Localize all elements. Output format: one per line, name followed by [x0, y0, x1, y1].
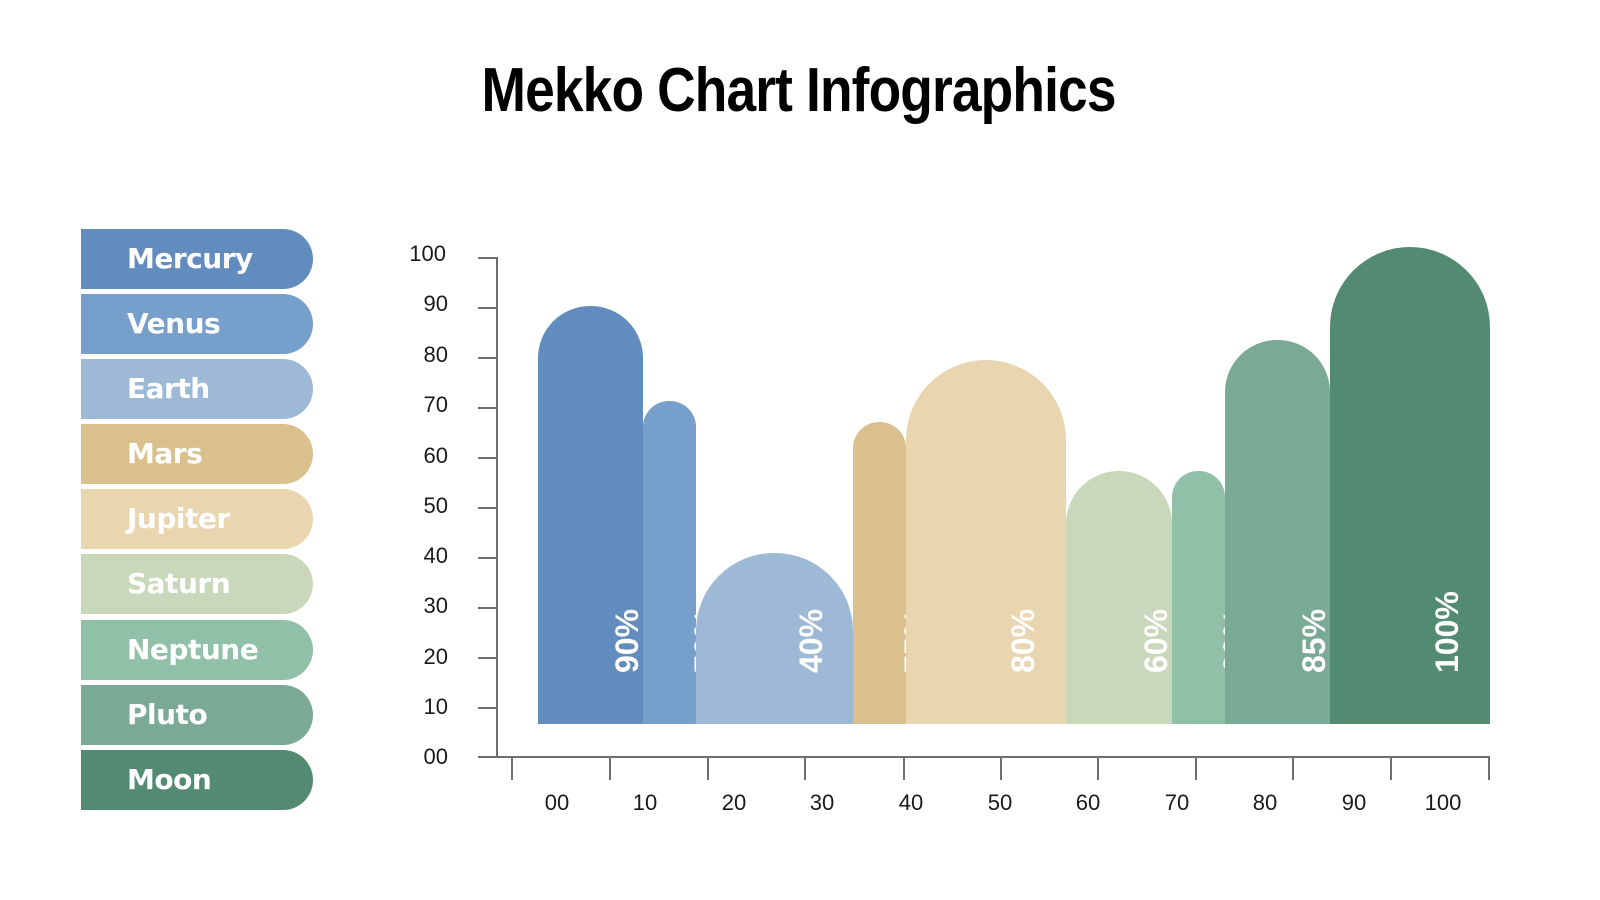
y-tick — [478, 357, 497, 359]
x-tick — [609, 757, 611, 780]
y-tick-label: 50 — [423, 493, 448, 518]
x-tick-label: 60 — [1075, 790, 1101, 815]
x-tick — [707, 757, 709, 780]
y-tick — [478, 507, 497, 509]
bar-value-label: 60% — [1137, 608, 1174, 673]
x-tick-label: 00 — [544, 790, 570, 815]
x-tick — [1292, 757, 1294, 780]
bar-saturn: 60% — [1066, 471, 1174, 724]
x-tick — [1390, 757, 1392, 780]
bar-value-label: 100% — [1428, 591, 1465, 673]
x-tick-label: 30 — [809, 790, 835, 815]
x-tick-label: 20 — [721, 790, 747, 815]
y-tick — [478, 707, 497, 709]
bar-value-label: 80% — [1004, 608, 1041, 673]
y-tick — [478, 607, 497, 609]
y-axis-line — [496, 257, 498, 758]
legend-item-pluto: Pluto — [81, 685, 313, 745]
y-tick-label: 20 — [423, 644, 448, 669]
x-tick-label: 90 — [1341, 790, 1367, 815]
legend-item-mars: Mars — [81, 424, 313, 484]
y-tick-label: 70 — [423, 392, 448, 417]
bar-mercury: 90% — [538, 306, 645, 724]
y-tick — [478, 257, 497, 259]
y-tick-label: 80 — [423, 342, 448, 367]
x-tick-label: 100 — [1424, 790, 1462, 815]
legend-item-venus: Venus — [81, 294, 313, 354]
legend-item-earth: Earth — [81, 359, 313, 419]
y-tick-label: 100 — [409, 241, 446, 266]
y-tick — [478, 307, 497, 309]
bar-moon: 100% — [1330, 247, 1490, 724]
x-tick-label: 10 — [632, 790, 658, 815]
x-tick — [1195, 757, 1197, 780]
bar-mars: 75% — [853, 422, 934, 724]
x-tick — [1000, 757, 1002, 780]
bar-earth: 40% — [696, 553, 853, 724]
x-tick-label: 70 — [1164, 790, 1190, 815]
bar-value-label: 85% — [1296, 608, 1332, 673]
y-tick-label: 40 — [423, 543, 448, 568]
bar-value-label: 90% — [609, 608, 645, 673]
x-tick-label: 80 — [1252, 790, 1278, 815]
page-title: Mekko Chart Infographics — [481, 56, 1117, 125]
x-tick — [1488, 757, 1490, 780]
x-tick-label: 40 — [898, 790, 924, 815]
x-axis-line — [478, 756, 1490, 758]
legend-item-jupiter: Jupiter — [81, 489, 313, 549]
x-tick-label: 50 — [987, 790, 1013, 815]
legend-item-neptune: Neptune — [81, 620, 313, 680]
x-tick — [804, 757, 806, 780]
bar-pluto: 85% — [1225, 340, 1332, 724]
y-tick-label: 60 — [423, 443, 448, 468]
x-tick — [903, 757, 905, 780]
y-tick — [478, 657, 497, 659]
bar-value-label: 40% — [793, 608, 829, 673]
x-tick — [511, 757, 513, 780]
x-tick — [1097, 757, 1099, 780]
y-tick — [478, 557, 497, 559]
y-tick — [478, 407, 497, 409]
bar-neptune: 60% — [1172, 471, 1253, 724]
legend-item-mercury: Mercury — [81, 229, 313, 289]
y-tick-label: 10 — [423, 694, 448, 719]
y-tick-label: 00 — [423, 744, 448, 769]
y-tick — [478, 457, 497, 459]
bar-jupiter: 80% — [906, 360, 1066, 724]
y-tick-label: 90 — [423, 291, 448, 316]
legend-item-saturn: Saturn — [81, 554, 313, 614]
bar-venus: 70% — [643, 401, 724, 724]
legend-item-moon: Moon — [81, 750, 313, 810]
y-tick-label: 30 — [423, 593, 448, 618]
